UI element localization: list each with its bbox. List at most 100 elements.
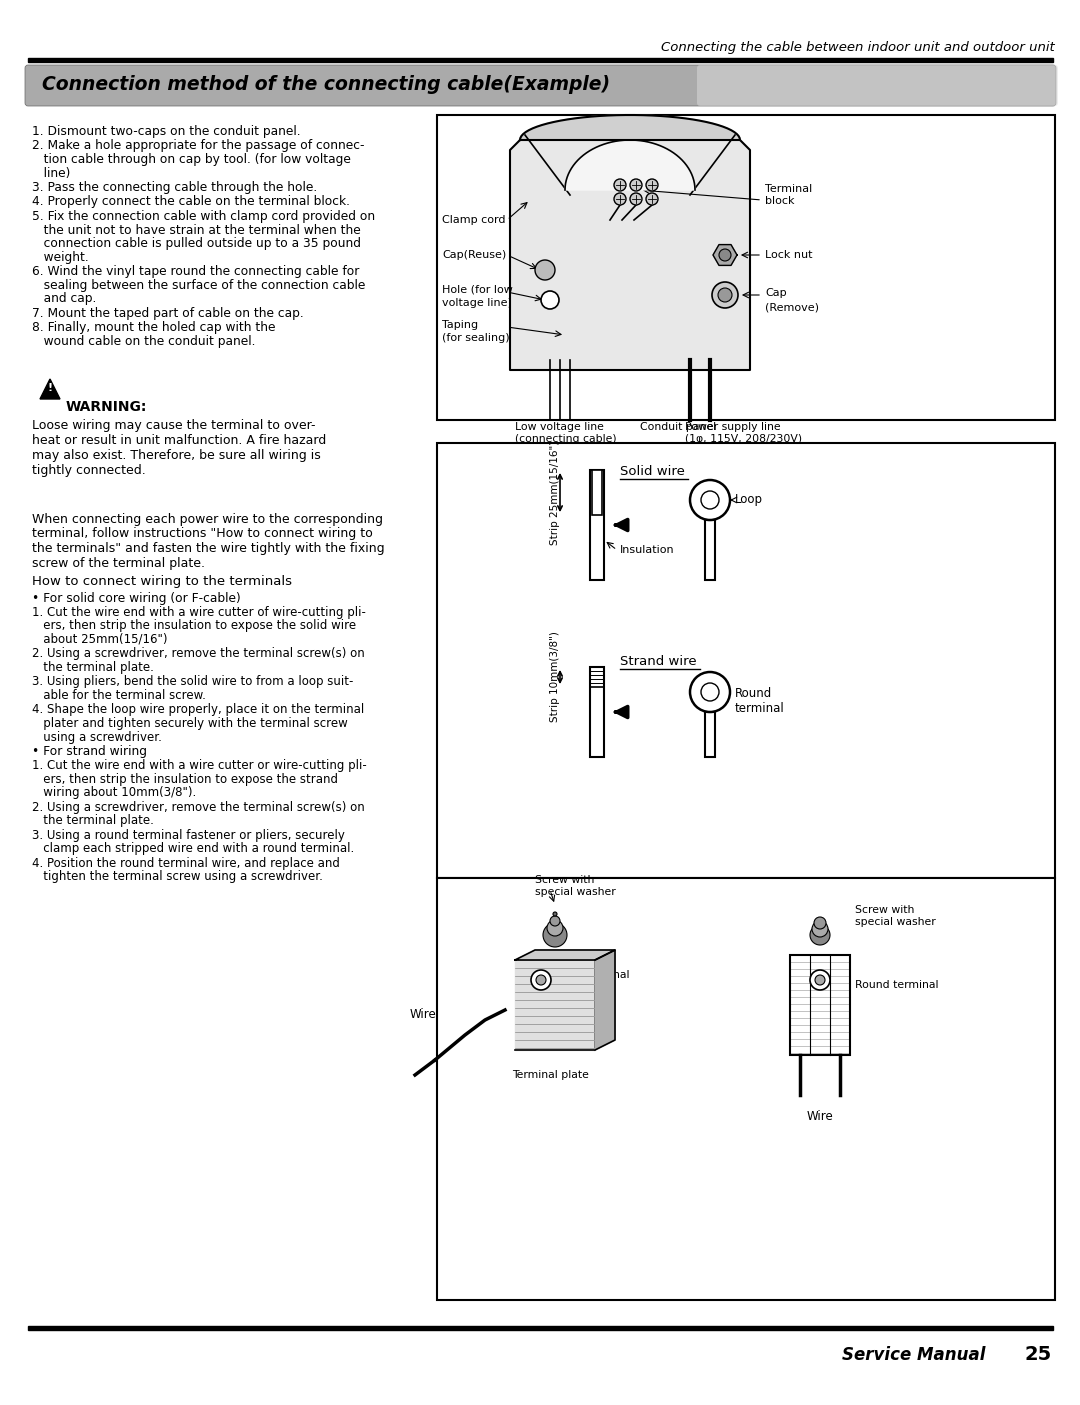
Circle shape — [712, 282, 738, 308]
Circle shape — [690, 672, 730, 712]
Text: tighten the terminal screw using a screwdriver.: tighten the terminal screw using a screw… — [32, 870, 323, 882]
Text: Strip 25mm(15/16"): Strip 25mm(15/16") — [550, 440, 561, 545]
Text: (Remove): (Remove) — [765, 302, 819, 312]
Text: 4. Properly connect the cable on the terminal block.: 4. Properly connect the cable on the ter… — [32, 195, 350, 208]
Text: voltage line): voltage line) — [442, 298, 512, 308]
Circle shape — [646, 178, 658, 191]
Text: Service Manual: Service Manual — [841, 1346, 985, 1364]
Bar — [437, 115, 1055, 420]
Text: weight.: weight. — [32, 250, 89, 264]
Text: heat or result in unit malfunction. A fire hazard: heat or result in unit malfunction. A fi… — [32, 434, 326, 447]
Text: 2. Using a screwdriver, remove the terminal screw(s) on: 2. Using a screwdriver, remove the termi… — [32, 648, 365, 660]
Bar — [590, 667, 604, 757]
Circle shape — [536, 975, 546, 985]
Text: 3. Using pliers, bend the solid wire to from a loop suit-: 3. Using pliers, bend the solid wire to … — [32, 676, 353, 688]
Polygon shape — [40, 379, 60, 399]
Circle shape — [810, 924, 831, 946]
Text: 1. Dismount two-caps on the conduit panel.: 1. Dismount two-caps on the conduit pane… — [32, 125, 300, 138]
Text: 7. Mount the taped part of cable on the cap.: 7. Mount the taped part of cable on the … — [32, 306, 303, 319]
Text: Round terminal: Round terminal — [546, 969, 630, 981]
Text: Loop: Loop — [735, 493, 762, 506]
Circle shape — [701, 490, 719, 509]
Text: able for the terminal screw.: able for the terminal screw. — [32, 688, 206, 702]
Text: may also exist. Therefore, be sure all wiring is: may also exist. Therefore, be sure all w… — [32, 450, 321, 462]
Circle shape — [543, 923, 567, 947]
Circle shape — [535, 260, 555, 280]
Text: terminal: terminal — [735, 702, 785, 715]
Text: Taping: Taping — [442, 320, 478, 330]
Circle shape — [630, 192, 642, 205]
Text: plater and tighten securely with the terminal screw: plater and tighten securely with the ter… — [32, 717, 348, 731]
Text: Connection method of the connecting cable(Example): Connection method of the connecting cabl… — [42, 76, 610, 94]
Text: sealing between the surface of the connection cable: sealing between the surface of the conne… — [32, 278, 365, 291]
Text: tightly connected.: tightly connected. — [32, 464, 146, 478]
Text: Terminal
block: Terminal block — [765, 184, 812, 205]
Text: terminal, follow instructions "How to connect wiring to: terminal, follow instructions "How to co… — [32, 527, 373, 541]
Circle shape — [701, 683, 719, 701]
Text: 4. Shape the loop wire properly, place it on the terminal: 4. Shape the loop wire properly, place i… — [32, 704, 364, 717]
Text: ers, then strip the insulation to expose the strand: ers, then strip the insulation to expose… — [32, 773, 338, 785]
Bar — [705, 712, 715, 757]
Text: 8. Finally, mount the holed cap with the: 8. Finally, mount the holed cap with the — [32, 320, 275, 334]
Text: line): line) — [32, 167, 70, 180]
Text: the terminal plate.: the terminal plate. — [32, 660, 153, 674]
Text: 5. Fix the connection cable with clamp cord provided on: 5. Fix the connection cable with clamp c… — [32, 209, 375, 223]
Text: Insulation: Insulation — [620, 545, 675, 555]
Text: 3. Pass the connecting cable through the hole.: 3. Pass the connecting cable through the… — [32, 181, 318, 194]
Text: Round terminal: Round terminal — [855, 981, 939, 991]
Text: 1. Cut the wire end with a wire cutter of wire-cutting pli-: 1. Cut the wire end with a wire cutter o… — [32, 606, 366, 620]
Bar — [28, 58, 1053, 62]
Text: (for sealing): (for sealing) — [442, 333, 510, 343]
Text: When connecting each power wire to the corresponding: When connecting each power wire to the c… — [32, 513, 383, 525]
Circle shape — [646, 192, 658, 205]
Text: and cap.: and cap. — [32, 292, 96, 305]
Text: How to connect wiring to the terminals: How to connect wiring to the terminals — [32, 575, 292, 589]
Polygon shape — [519, 115, 740, 140]
Polygon shape — [515, 960, 595, 1050]
Text: Cap: Cap — [765, 288, 786, 298]
Text: screw of the terminal plate.: screw of the terminal plate. — [32, 556, 205, 569]
Text: tion cable through on cap by tool. (for low voltage: tion cable through on cap by tool. (for … — [32, 153, 351, 166]
Text: Wire: Wire — [807, 1110, 834, 1123]
FancyBboxPatch shape — [697, 65, 1058, 105]
Text: WARNING:: WARNING: — [66, 400, 147, 414]
Circle shape — [630, 178, 642, 191]
Circle shape — [690, 481, 730, 520]
Text: connection cable is pulled outside up to a 35 pound: connection cable is pulled outside up to… — [32, 237, 361, 250]
Bar — [592, 471, 602, 516]
Bar — [437, 443, 1055, 878]
Circle shape — [541, 291, 559, 309]
Text: Wire: Wire — [410, 1009, 436, 1021]
Text: the terminal plate.: the terminal plate. — [32, 813, 153, 828]
Text: • For solid core wiring (or F-cable): • For solid core wiring (or F-cable) — [32, 592, 241, 606]
Text: Round: Round — [735, 687, 772, 700]
Polygon shape — [565, 140, 696, 190]
Text: the terminals" and fasten the wire tightly with the fixing: the terminals" and fasten the wire tight… — [32, 542, 384, 555]
Text: 2. Using a screwdriver, remove the terminal screw(s) on: 2. Using a screwdriver, remove the termi… — [32, 801, 365, 813]
Polygon shape — [515, 950, 615, 960]
Bar — [789, 955, 850, 1055]
Text: Lock nut: Lock nut — [765, 250, 812, 260]
Bar — [28, 1326, 1053, 1331]
Text: about 25mm(15/16"): about 25mm(15/16") — [32, 634, 167, 646]
Polygon shape — [713, 244, 737, 266]
Text: Screw with
special washer: Screw with special washer — [535, 875, 616, 896]
Text: Clamp cord: Clamp cord — [442, 215, 505, 225]
Circle shape — [531, 969, 551, 991]
Polygon shape — [595, 950, 615, 1050]
Circle shape — [810, 969, 831, 991]
Text: Terminal plate: Terminal plate — [512, 1071, 589, 1080]
Text: using a screwdriver.: using a screwdriver. — [32, 731, 162, 743]
Bar — [705, 520, 715, 580]
Text: • For strand wiring: • For strand wiring — [32, 745, 147, 759]
Circle shape — [615, 192, 626, 205]
Text: Low voltage line
(connecting cable): Low voltage line (connecting cable) — [515, 422, 617, 444]
Circle shape — [812, 922, 828, 937]
Text: Connecting the cable between indoor unit and outdoor unit: Connecting the cable between indoor unit… — [661, 42, 1055, 55]
Text: wound cable on the conduit panel.: wound cable on the conduit panel. — [32, 334, 256, 347]
Text: Strand wire: Strand wire — [620, 655, 697, 667]
Text: the unit not to have strain at the terminal when the: the unit not to have strain at the termi… — [32, 223, 361, 236]
Polygon shape — [510, 135, 750, 370]
Circle shape — [814, 917, 826, 929]
Bar — [590, 667, 604, 687]
